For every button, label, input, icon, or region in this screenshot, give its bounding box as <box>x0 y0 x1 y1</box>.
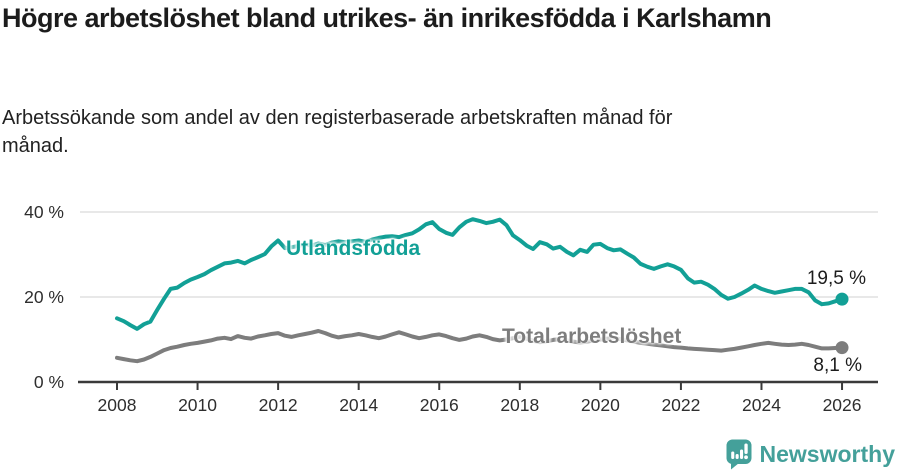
x-tick-label: 2022 <box>661 395 700 415</box>
y-tick-label: 20 % <box>24 287 64 307</box>
y-tick-label: 0 % <box>34 372 64 392</box>
total-arbetsloshet-end-dot <box>835 341 849 355</box>
end-value-label-total: 8,1 % <box>813 355 862 376</box>
end-value-label-utlandsfodda: 19,5 % <box>806 268 866 289</box>
x-tick-label: 2016 <box>420 395 459 415</box>
x-tick-label: 2026 <box>823 395 862 415</box>
x-tick-label: 2020 <box>581 395 620 415</box>
y-tick-label: 40 % <box>24 202 64 222</box>
newsworthy-wordmark: Newsworthy <box>759 441 895 467</box>
newsworthy-branding: Newsworthy <box>726 439 895 470</box>
x-tick-label: 2018 <box>500 395 539 415</box>
x-tick-label: 2014 <box>339 395 378 415</box>
utlandsfodda-end-dot <box>835 292 849 306</box>
total-arbetsloshet-line <box>115 329 844 364</box>
series-label-utlandsfodda: Utlandsfödda <box>286 237 421 260</box>
series-label-total-arbetsloshet: Total arbetslöshet <box>502 325 682 348</box>
utlandsfodda-line <box>115 217 844 331</box>
chart-subtitle: Arbetssökande som andel av den registerb… <box>2 107 673 157</box>
newsworthy-logo-icon <box>726 439 752 470</box>
x-tick-label: 2012 <box>259 395 298 415</box>
x-tick-label: 2010 <box>178 395 217 415</box>
page-title: Högre arbetslöshet bland utrikes- än inr… <box>2 3 772 33</box>
x-tick-label: 2008 <box>98 395 137 415</box>
x-tick-label: 2024 <box>742 395 781 415</box>
